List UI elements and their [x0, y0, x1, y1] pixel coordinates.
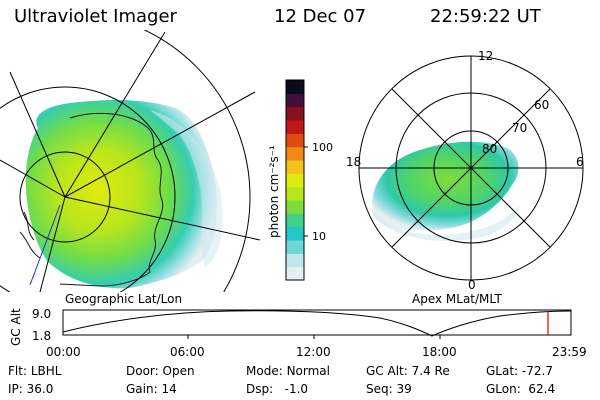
gain-info: Gain: 14: [126, 382, 177, 396]
meridian-line: [64, 31, 166, 198]
colorbar-segment: [286, 133, 304, 148]
dsp-info: Dsp: -1.0: [246, 382, 309, 396]
colorbar-unit-label: photon cm⁻²s⁻¹: [267, 145, 281, 238]
colorbar-segment: [286, 120, 304, 134]
mlat-label-60: 60: [534, 98, 549, 112]
observation-date: 12 Dec 07: [274, 6, 367, 27]
geographic-aurora-emission: [25, 100, 217, 289]
instrument-title: Ultraviolet Imager: [14, 6, 177, 27]
mlt-label-12: 12: [478, 49, 493, 63]
colorbar-segment: [286, 146, 304, 161]
altitude-ytick-bottom: 1.8: [32, 329, 51, 343]
meridian-line: [64, 196, 260, 241]
mlt-line-diagonal: [391, 88, 551, 248]
colorbar-segment: [286, 106, 304, 121]
geographic-aurora-halo: [150, 110, 223, 268]
xaxis-label-2359: 23:59: [552, 345, 587, 359]
gain-value: 14: [161, 382, 177, 396]
mlat-label-70: 70: [512, 121, 527, 135]
colorbar-tick-label-10: 10: [312, 230, 326, 243]
colorbar-segment: [286, 213, 304, 228]
altitude-plot: 9.0 1.8 GC Alt: [9, 307, 572, 346]
coastline: [19, 112, 164, 287]
mode-value: Normal: [286, 364, 330, 378]
seq-value: 39: [396, 382, 412, 396]
ip-value: 36.0: [26, 382, 54, 396]
altitude-ytick-top: 9.0: [32, 307, 51, 321]
xaxis-label-1800: 18:00: [422, 345, 457, 359]
altitude-ylabel: GC Alt: [9, 308, 23, 346]
colorbar-segment: [286, 80, 304, 94]
mlt-label-6: 6: [576, 155, 584, 169]
colorbar-segment: [286, 226, 304, 241]
magnetic-aurora-emission: [371, 141, 519, 231]
glon-value: 62.4: [528, 382, 556, 396]
magnetic-aurora-halo: [372, 205, 520, 241]
colorbar-segment: [286, 240, 304, 254]
xaxis-label-1200: 12:00: [296, 345, 331, 359]
colorbar-frame: [285, 79, 305, 281]
meridian-line: [39, 196, 66, 292]
geographic-caption: Geographic Lat/Lon: [65, 292, 182, 306]
latitude-circle-inner: [19, 151, 111, 243]
glat-value: -72.7: [521, 364, 553, 378]
colorbar-segment: [286, 173, 304, 188]
mlat-label-80: 80: [482, 142, 497, 156]
meridian-line: [64, 91, 256, 198]
colorbar-segment: [286, 266, 304, 281]
door-value: Open: [162, 364, 195, 378]
mode-info: Mode: Normal: [246, 364, 330, 378]
colorbar-tick-label-100: 100: [312, 141, 333, 154]
colorbar-segment: [286, 200, 304, 214]
meridian-line: [9, 71, 66, 198]
filter-info: Flt: LBHL: [8, 364, 62, 378]
altitude-curve: [62, 310, 572, 337]
colorbar-segment: [286, 186, 304, 201]
filter-value: LBHL: [30, 364, 62, 378]
mlt-label-0: 0: [468, 278, 476, 292]
latitude-circle-outer: [143, 30, 251, 292]
colorbar-segment: [286, 253, 304, 268]
glon-info: GLon: 62.4: [486, 382, 556, 396]
dsp-value: -1.0: [284, 382, 309, 396]
seq-info: Seq: 39: [366, 382, 412, 396]
magnetic-caption: Apex MLat/MLT: [412, 292, 502, 306]
altitude-plot-frame: [62, 309, 572, 336]
geographic-image-panel: [0, 30, 260, 292]
door-info: Door: Open: [126, 364, 195, 378]
ip-info: IP: 36.0: [8, 382, 54, 396]
mlt-label-18: 18: [346, 155, 361, 169]
geographic-pointer-line: [29, 204, 61, 286]
meridian-line: [0, 159, 66, 198]
colorbar-segment: [286, 160, 304, 174]
gc-alt-value: 7.4 Re: [411, 364, 450, 378]
observation-time: 22:59:22 UT: [430, 6, 541, 27]
colorbar: [286, 80, 304, 281]
glat-info: GLat: -72.7: [486, 364, 553, 378]
magnetic-image-panel: 12 18 6 0 60 70 80: [346, 49, 584, 292]
xaxis-label-0600: 06:00: [170, 345, 205, 359]
gc-alt-info: GC Alt: 7.4 Re: [366, 364, 450, 378]
latitude-circle-middle: [0, 86, 176, 292]
xaxis-label-0000: 00:00: [46, 345, 81, 359]
colorbar-segment: [286, 93, 304, 108]
